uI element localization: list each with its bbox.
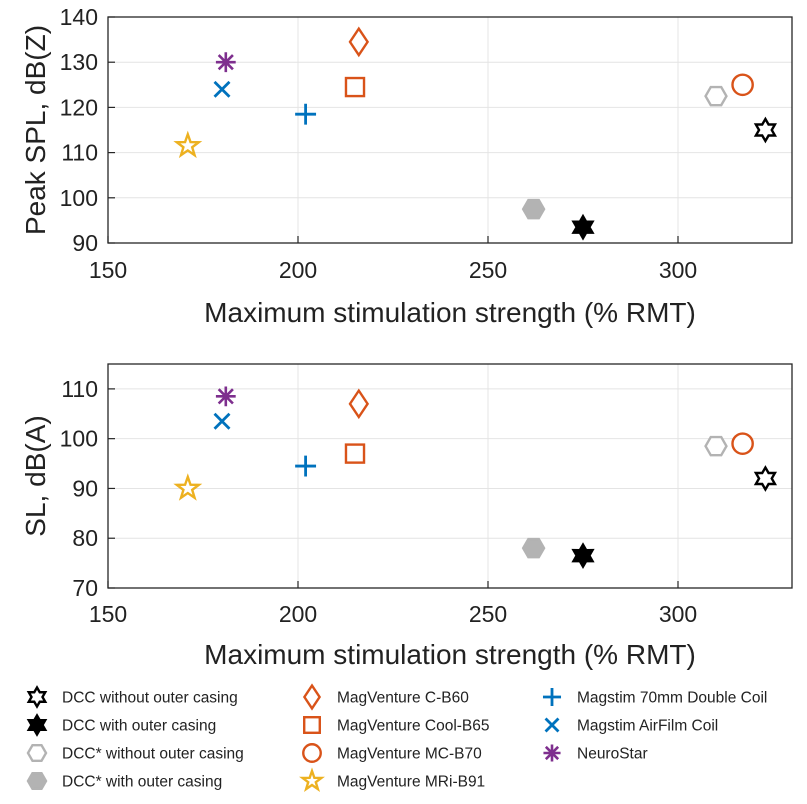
data-point-magventure-c-b60: [348, 388, 370, 420]
data-point-magstim-airfilm-coil: [213, 80, 231, 98]
y-tick-label: 90: [72, 230, 98, 256]
plot-area: [108, 364, 792, 588]
legend-marker-dcc-with-outer-casing: [26, 713, 48, 737]
legend-marker-magventure-mri-b91: [299, 767, 325, 793]
chart-panel-2: 150 200 250 300 70 80 90 100 110 Maximum stimulat…: [20, 363, 793, 670]
legend-marker-dcc-star-with-outer-casing: [26, 771, 48, 791]
data-point-magstim-70mm-double-coil: [295, 103, 317, 125]
chart-panel-1: 150 200 250 300 90 100 110 120 130 140 Maximum sti…: [20, 4, 793, 328]
data-point-neurostar: [215, 52, 236, 73]
data-point-magventure-c-b60: [348, 26, 370, 58]
y-tick-label: 100: [60, 426, 98, 452]
data-point-magstim-70mm-double-coil: [295, 455, 317, 477]
axes-frame: [107, 363, 793, 589]
x-tick-label: 200: [279, 601, 317, 627]
data-point-dcc-with-outer-casing: [571, 542, 595, 570]
data-point-magventure-mri-b91: [173, 130, 203, 159]
legend-marker-dcc-without-outer-casing: [26, 685, 48, 709]
legend-label: MagVenture MC-B70: [337, 746, 482, 763]
plot-area: [108, 17, 792, 243]
y-tick-label: 120: [60, 94, 98, 120]
data-point-magventure-cool-b65: [344, 76, 366, 98]
legend-item-magventure-cool-b65: MagVenture Cool-B65: [303, 716, 490, 735]
legend-marker-magventure-cool-b65: [303, 716, 321, 734]
data-point-dcc-star-with-outer-casing: [521, 537, 546, 559]
legend-label: MagVenture Cool-B65: [337, 718, 490, 735]
legend-marker-magstim-airfilm-coil: [544, 717, 560, 733]
legend-item-magventure-mc-b70: MagVenture MC-B70: [302, 743, 482, 763]
data-point-dcc-with-outer-casing: [571, 213, 595, 241]
data-point-magstim-airfilm-coil: [213, 412, 231, 430]
x-tick-label: 250: [469, 257, 507, 283]
data-point-dcc-without-outer-casing: [753, 465, 778, 492]
data-point-dcc-star-without-outer-casing: [704, 435, 728, 457]
legend-label: Magstim 70mm Double Coil: [577, 690, 767, 707]
legend-label: DCC* without outer casing: [62, 746, 244, 763]
data-point-neurostar: [215, 386, 236, 407]
x-axis-label: Maximum stimulation strength (% RMT): [204, 297, 696, 328]
legend-marker-magventure-mc-b70: [302, 743, 322, 763]
legend-label: MagVenture C-B60: [337, 690, 469, 707]
y-tick-label: 110: [61, 140, 98, 166]
x-tick-label: 150: [89, 257, 127, 283]
y-tick-label: 140: [60, 4, 98, 30]
y-tick-label: 80: [72, 525, 98, 551]
y-tick-label: 90: [72, 475, 98, 501]
legend-marker-neurostar: [543, 744, 561, 762]
legend-marker-magventure-c-b60: [302, 683, 322, 711]
legend-label: DCC without outer casing: [62, 690, 238, 707]
axes-frame: [107, 16, 793, 244]
y-tick-label: 70: [72, 575, 98, 601]
y-tick-label: 130: [60, 49, 98, 75]
legend-item-dcc-star-with-outer-casing: DCC* with outer casing: [26, 771, 222, 791]
legend-item-magstim-airfilm-coil: Magstim AirFilm Coil: [544, 717, 718, 735]
x-tick-label: 300: [659, 257, 697, 283]
data-point-dcc-star-with-outer-casing: [521, 198, 546, 220]
legend-marker-dcc-star-without-outer-casing: [26, 743, 48, 763]
legend-item-neurostar: NeuroStar: [543, 744, 648, 763]
x-axis-label: Maximum stimulation strength (% RMT): [204, 639, 696, 670]
legend-item-magstim-70mm-double-coil: Magstim 70mm Double Coil: [542, 687, 767, 707]
legend-label: Magstim AirFilm Coil: [577, 718, 718, 735]
legend-item-dcc-with-outer-casing: DCC with outer casing: [26, 713, 216, 737]
x-tick-label: 200: [279, 257, 317, 283]
y-tick-label: 100: [60, 185, 98, 211]
legend-item-dcc-star-without-outer-casing: DCC* without outer casing: [26, 743, 244, 763]
data-point-magventure-mc-b70: [731, 73, 754, 97]
legend: DCC without outer casing DCC with outer c…: [26, 683, 767, 793]
y-axis-label: Peak SPL, dB(Z): [20, 25, 51, 235]
y-tick-label: 110: [61, 376, 98, 402]
legend-item-dcc-without-outer-casing: DCC without outer casing: [26, 685, 238, 709]
legend-item-magventure-c-b60: MagVenture C-B60: [302, 683, 469, 711]
data-point-dcc-star-without-outer-casing: [704, 85, 728, 107]
legend-label: NeuroStar: [577, 746, 648, 763]
legend-label: DCC* with outer casing: [62, 774, 222, 791]
x-tick-label: 250: [469, 601, 507, 627]
legend-label: DCC with outer casing: [62, 718, 216, 735]
x-tick-label: 300: [659, 601, 697, 627]
legend-item-magventure-mri-b91: MagVenture MRi-B91: [299, 767, 485, 793]
legend-marker-magstim-70mm-double-coil: [542, 687, 562, 707]
data-point-magventure-cool-b65: [344, 443, 366, 464]
data-point-dcc-without-outer-casing: [753, 116, 778, 144]
data-point-magventure-mc-b70: [731, 432, 754, 455]
data-point-magventure-mri-b91: [173, 473, 203, 501]
x-tick-label: 150: [89, 601, 127, 627]
y-axis-label: SL, dB(A): [20, 415, 51, 536]
legend-label: MagVenture MRi-B91: [337, 774, 485, 791]
